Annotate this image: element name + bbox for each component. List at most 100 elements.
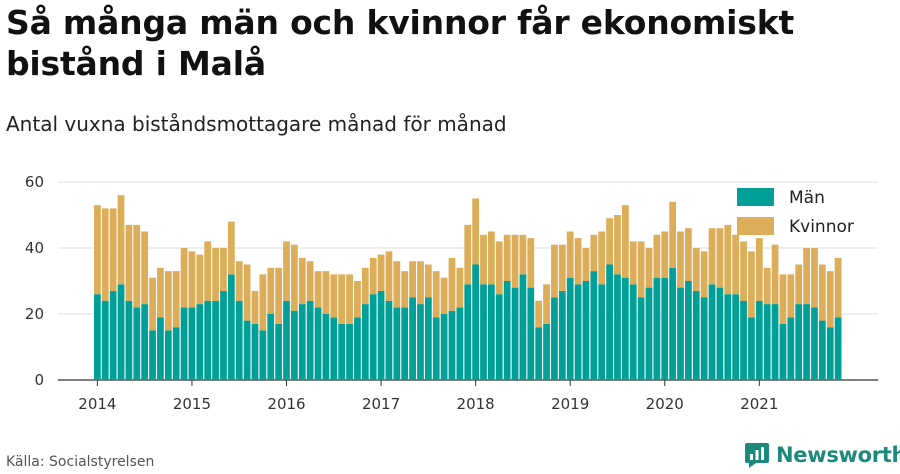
bar-woman bbox=[527, 238, 535, 288]
bar-man bbox=[669, 267, 677, 380]
bar-man bbox=[826, 327, 834, 380]
bar-woman bbox=[283, 241, 290, 301]
bar-woman bbox=[204, 241, 212, 301]
bar-man bbox=[755, 300, 763, 380]
bar-woman bbox=[417, 261, 424, 305]
bar-man bbox=[732, 294, 740, 380]
bar-man bbox=[109, 290, 117, 380]
bar-woman bbox=[291, 244, 298, 311]
bar-man bbox=[637, 297, 645, 380]
legend-label: Kvinnor bbox=[789, 217, 854, 237]
legend: Män Kvinnor bbox=[737, 188, 854, 237]
bar-man bbox=[149, 330, 156, 380]
bar-man bbox=[464, 284, 472, 380]
bar-woman bbox=[661, 231, 669, 278]
bar-woman bbox=[606, 218, 613, 265]
bar-woman bbox=[432, 271, 440, 318]
bar-woman bbox=[566, 231, 574, 278]
bar-man bbox=[243, 320, 251, 380]
bar-man bbox=[117, 284, 125, 380]
bar-woman bbox=[212, 248, 219, 301]
bar-man bbox=[259, 330, 267, 380]
bar-woman bbox=[385, 251, 393, 301]
bar-man bbox=[141, 304, 149, 380]
bar-man bbox=[432, 317, 440, 380]
bar-woman bbox=[724, 224, 732, 295]
bar-woman bbox=[409, 261, 416, 298]
bar-man bbox=[196, 304, 204, 380]
bar-woman bbox=[598, 231, 606, 285]
bar-man bbox=[275, 323, 283, 380]
bar-woman bbox=[763, 267, 771, 305]
bar-woman bbox=[582, 248, 590, 281]
bar-man bbox=[527, 287, 535, 380]
bar-man bbox=[180, 307, 188, 380]
bar-man bbox=[456, 307, 464, 380]
bar-man bbox=[763, 304, 771, 380]
bar-man bbox=[251, 323, 259, 380]
bar-man bbox=[582, 281, 590, 380]
bar-man bbox=[220, 290, 227, 380]
bar-man bbox=[377, 290, 385, 380]
bar-man bbox=[369, 294, 377, 380]
bar-woman bbox=[401, 271, 409, 308]
bar-woman bbox=[259, 274, 267, 331]
bar-woman bbox=[306, 261, 314, 301]
bar-man bbox=[700, 297, 708, 380]
bar-woman bbox=[811, 248, 818, 308]
bar-woman bbox=[771, 244, 779, 305]
bar-woman bbox=[803, 248, 810, 305]
brand-name: Newsworthy bbox=[776, 443, 900, 467]
y-tick-label: 0 bbox=[34, 371, 44, 389]
bar-man bbox=[803, 304, 810, 380]
bar-woman bbox=[637, 241, 645, 298]
bar-woman bbox=[330, 274, 338, 318]
bar-woman bbox=[180, 248, 188, 308]
bar-woman bbox=[779, 274, 787, 324]
bar-man bbox=[787, 317, 795, 380]
bar-man bbox=[574, 284, 582, 380]
x-tick-label: 2019 bbox=[551, 395, 589, 413]
bar-woman bbox=[117, 195, 125, 285]
bar-man bbox=[708, 284, 716, 380]
bar-woman bbox=[590, 234, 598, 272]
bar-woman bbox=[677, 231, 684, 288]
bar-man bbox=[614, 274, 621, 380]
bar-woman bbox=[172, 271, 180, 328]
bar-woman bbox=[645, 248, 653, 288]
bar-man bbox=[346, 323, 353, 380]
bar-man bbox=[212, 300, 219, 380]
legend-label: Män bbox=[789, 188, 825, 208]
bar-woman bbox=[101, 208, 109, 301]
bar-woman bbox=[511, 234, 519, 288]
bar-woman bbox=[235, 261, 243, 301]
bar-man bbox=[692, 290, 700, 380]
bar-woman bbox=[495, 241, 503, 295]
bar-woman bbox=[621, 205, 629, 278]
y-tick-label: 60 bbox=[25, 173, 44, 191]
source-note: Källa: Socialstyrelsen bbox=[6, 454, 155, 470]
bar-woman bbox=[393, 261, 401, 308]
bar-woman bbox=[377, 254, 385, 291]
bar-woman bbox=[125, 224, 133, 301]
bar-woman bbox=[338, 274, 346, 324]
bar-woman bbox=[440, 277, 448, 314]
x-tick-label: 2021 bbox=[740, 395, 778, 413]
bar-woman bbox=[740, 241, 747, 301]
bar-woman bbox=[519, 234, 527, 275]
bar-woman bbox=[472, 198, 480, 265]
bar-woman bbox=[574, 238, 582, 285]
bar-woman bbox=[551, 244, 558, 298]
bar-woman bbox=[629, 241, 637, 285]
bar-woman bbox=[424, 264, 432, 298]
bar-man bbox=[164, 330, 172, 380]
bar-woman bbox=[488, 231, 495, 285]
bar-man bbox=[440, 314, 448, 380]
bar-man bbox=[298, 304, 306, 380]
bar-woman bbox=[818, 264, 826, 321]
bar-woman bbox=[251, 290, 259, 324]
bar-woman bbox=[543, 284, 550, 324]
x-tick-label: 2015 bbox=[173, 395, 211, 413]
bar-man bbox=[834, 317, 842, 380]
